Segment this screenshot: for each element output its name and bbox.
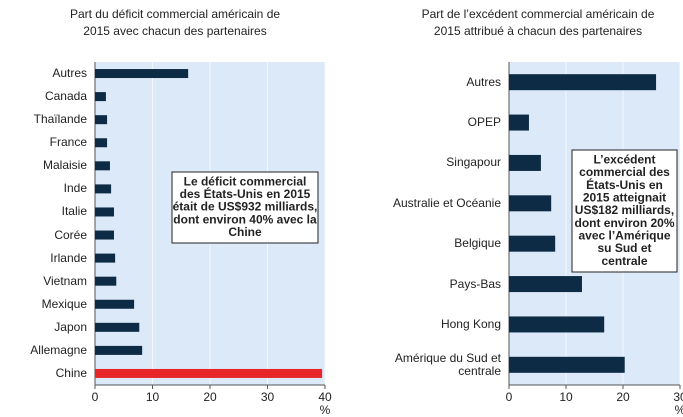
bar — [95, 230, 114, 240]
y-tick-label: Allemagne — [30, 342, 87, 357]
x-unit: % — [675, 403, 683, 417]
chart-title: Part du déficit commercial américain de — [70, 7, 280, 21]
y-tick-label: Japon — [54, 319, 87, 334]
y-tick-label: Inde — [63, 181, 87, 196]
bar — [95, 92, 106, 102]
y-tick-label: Corée — [54, 227, 87, 242]
x-tick-label: 20 — [203, 390, 217, 404]
x-tick-label: 10 — [559, 390, 573, 404]
chart-title: Part de l’excédent commercial américain … — [422, 7, 655, 21]
y-tick-label: Autres — [466, 74, 501, 89]
annotation-box — [571, 149, 678, 273]
x-tick-label: 40 — [318, 390, 332, 404]
y-tick-label: Irlande — [50, 250, 87, 265]
y-tick-label: Amérique du Sud et centrale — [394, 350, 501, 378]
bar — [509, 74, 657, 91]
x-unit: % — [320, 403, 331, 417]
y-tick-label: Chine — [55, 365, 87, 380]
annotation: avec l’Amérique — [578, 229, 670, 243]
bar — [95, 69, 189, 79]
annotation: dont environ 20% — [574, 216, 674, 230]
bar — [95, 276, 117, 286]
x-tick-label: 0 — [506, 390, 513, 404]
bar — [509, 195, 552, 212]
annotation: des États-Unis en 2015 — [180, 186, 311, 201]
y-tick-label: OPEP — [467, 115, 501, 130]
y-tick-label: Hong Kong — [440, 316, 501, 331]
annotation: dont environ 40% avec la — [173, 212, 317, 226]
y-tick-label: Vietnam — [43, 273, 87, 288]
y-tick-label: Singapour — [446, 155, 501, 170]
y-tick-label: Thaïlande — [33, 112, 87, 127]
x-tick-label: 30 — [673, 390, 683, 404]
annotation: su Sud et — [597, 241, 651, 255]
bar — [509, 235, 556, 252]
bar — [95, 345, 143, 355]
bar — [95, 207, 114, 217]
bar — [95, 368, 323, 378]
y-tick-label: Malaisie — [42, 158, 87, 173]
y-tick-label: Autres — [52, 66, 87, 81]
annotation: Chine — [228, 225, 262, 239]
bar — [509, 316, 605, 333]
bar — [509, 356, 625, 373]
bar — [509, 276, 582, 293]
y-tick-label: France — [49, 135, 87, 150]
x-tick-label: 30 — [261, 390, 275, 404]
y-tick-label: Pays-Bas — [449, 276, 501, 291]
bar — [95, 253, 116, 263]
bar — [95, 322, 140, 332]
y-tick-label: Australie et Océanie — [392, 195, 501, 210]
annotation-box — [171, 171, 319, 244]
y-tick-label: Canada — [44, 89, 87, 104]
y-tick-label: Belgique — [454, 236, 501, 251]
y-tick-label: Mexique — [41, 296, 87, 311]
x-tick-label: 0 — [92, 390, 99, 404]
chart-title: 2015 attribué à chacun des partenaires — [434, 24, 642, 38]
annotation: Le déficit commercial — [184, 174, 307, 188]
bar — [95, 184, 112, 194]
annotation: était de US$932 milliards, — [173, 200, 318, 214]
annotation: commercial des — [579, 165, 670, 179]
x-tick-label: 10 — [146, 390, 160, 404]
chart-title: 2015 avec chacun des partenaires — [83, 24, 266, 38]
bar — [95, 161, 110, 171]
bar — [509, 114, 529, 131]
bar — [95, 299, 135, 309]
annotation: centrale — [601, 254, 647, 268]
bar — [509, 154, 541, 171]
annotation: US$182 milliards, — [575, 203, 674, 217]
annotation: États-Unis en — [586, 177, 663, 192]
annotation: 2015 atteignait — [583, 191, 666, 205]
y-tick-label: Italie — [61, 204, 87, 219]
annotation: L’excédent — [593, 153, 655, 167]
bar — [95, 138, 108, 148]
bar — [95, 115, 108, 125]
x-tick-label: 20 — [616, 390, 630, 404]
